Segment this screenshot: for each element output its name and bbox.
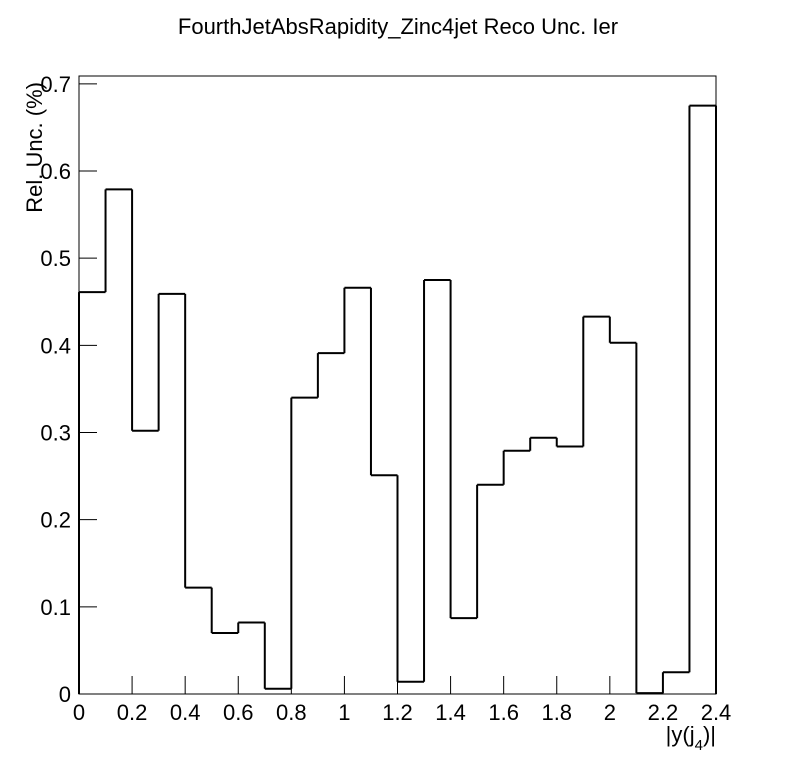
y-tick-label: 0.3 [40,421,71,446]
x-tick-label: 1.2 [382,700,413,725]
y-tick-label: 0.5 [40,246,71,271]
x-tick-label: 0.8 [276,700,307,725]
x-tick-label: 0.2 [117,700,148,725]
y-tick-label: 0.2 [40,508,71,533]
x-tick-label: 1.8 [541,700,572,725]
x-tick-label: 0.6 [223,700,254,725]
x-tick-label: 2.4 [701,700,732,725]
x-axis-title-part: )| [703,722,716,747]
x-tick-label: 2 [604,700,616,725]
y-tick-label: 0.7 [40,72,71,97]
x-tick-label: 1.6 [488,700,519,725]
x-axis-title-sub: 4 [695,737,703,754]
x-tick-label: 0.4 [170,700,201,725]
x-axis-title-part: |y(j [666,722,695,747]
x-tick-label: 1.4 [435,700,466,725]
y-tick-label: 0.6 [40,159,71,184]
y-tick-label: 0 [59,682,71,707]
x-axis-title: |y(j4)| [666,722,716,754]
chart-title: FourthJetAbsRapidity_Zinc4jet Reco Unc. … [178,14,618,39]
bar-connector [78,105,717,694]
y-axis-title: Rel. Unc. (%) [22,82,47,213]
y-tick-label: 0.1 [40,595,71,620]
y-tick-label: 0.4 [40,333,71,358]
x-tick-label: 0 [73,700,85,725]
x-tick-label: 1 [338,700,350,725]
x-tick-label: 2.2 [648,700,679,725]
